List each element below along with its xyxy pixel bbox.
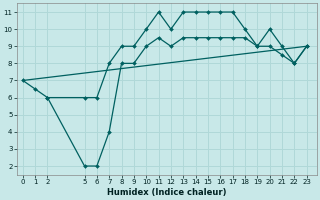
X-axis label: Humidex (Indice chaleur): Humidex (Indice chaleur) bbox=[107, 188, 226, 197]
